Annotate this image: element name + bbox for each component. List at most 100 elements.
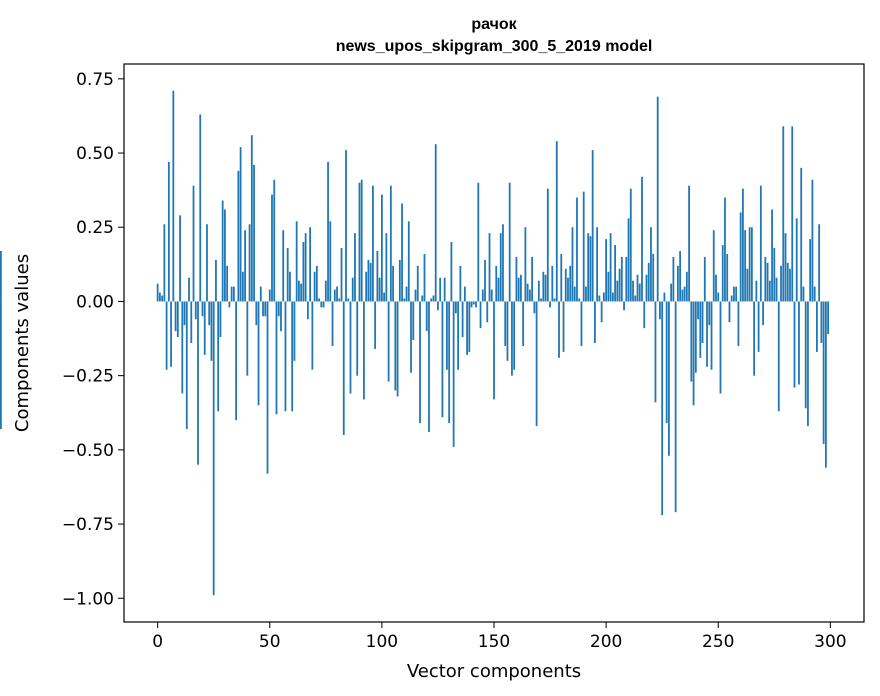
bar-21 xyxy=(203,301,206,355)
bar-200 xyxy=(605,239,608,302)
bar-232 xyxy=(676,265,679,302)
bar-181 xyxy=(562,301,565,352)
bar-139 xyxy=(468,301,471,352)
bar-129 xyxy=(446,301,448,370)
bar-217 xyxy=(643,301,646,329)
bar-74 xyxy=(322,301,325,308)
bar-185 xyxy=(571,227,574,302)
bar-141 xyxy=(472,301,475,305)
bar-126 xyxy=(439,277,442,302)
bar-144 xyxy=(479,301,482,329)
bar-2 xyxy=(161,295,164,302)
bar-145 xyxy=(481,289,484,302)
bar-215 xyxy=(638,283,641,302)
bar-97 xyxy=(374,301,377,349)
bar-115 xyxy=(414,289,417,302)
bar-110 xyxy=(403,298,406,302)
bar-5 xyxy=(167,161,170,302)
bar-42 xyxy=(250,135,253,302)
y-tick-label: 0.75 xyxy=(76,70,114,90)
bar-255 xyxy=(728,301,731,323)
bar-64 xyxy=(300,283,303,302)
bar-251 xyxy=(719,301,722,394)
bar-247 xyxy=(710,301,713,370)
bar-38 xyxy=(241,271,244,302)
bar-17 xyxy=(194,301,197,320)
bar-267 xyxy=(755,280,758,302)
bar-282 xyxy=(789,268,791,302)
bar-186 xyxy=(573,286,576,302)
bar-14 xyxy=(188,277,190,302)
bar-156 xyxy=(506,301,509,361)
bar-92 xyxy=(363,301,365,400)
bar-297 xyxy=(822,301,825,444)
bar-114 xyxy=(412,301,415,341)
bar-19 xyxy=(199,114,202,302)
bar-293 xyxy=(813,286,816,302)
bar-70 xyxy=(313,271,316,302)
bar-67 xyxy=(306,301,309,320)
bar-295 xyxy=(818,224,821,302)
bar-287 xyxy=(800,167,803,302)
bar-253 xyxy=(724,197,726,302)
bar-39 xyxy=(244,230,246,302)
bar-148 xyxy=(488,233,491,302)
y-tick-label: 0.50 xyxy=(76,144,114,164)
bar-154 xyxy=(502,224,504,302)
bar-107 xyxy=(396,301,399,397)
y-tick-label: −0.50 xyxy=(62,441,114,461)
bar-120 xyxy=(425,301,428,332)
bar-273 xyxy=(768,280,771,302)
bar-276 xyxy=(775,277,778,302)
bar-135 xyxy=(459,265,462,302)
bar-79 xyxy=(333,289,336,302)
bar-27 xyxy=(217,301,220,412)
bar-163 xyxy=(522,301,525,346)
bar-40 xyxy=(246,301,249,376)
bar-161 xyxy=(517,277,520,302)
bar-177 xyxy=(553,298,556,302)
bar-55 xyxy=(280,301,282,332)
bar-31 xyxy=(226,265,229,302)
bar-111 xyxy=(405,286,408,302)
bar-266 xyxy=(753,301,756,376)
bar-261 xyxy=(742,188,744,302)
bar-195 xyxy=(594,301,596,343)
bar-41 xyxy=(248,224,251,302)
bar-238 xyxy=(690,301,693,382)
bar-113 xyxy=(410,301,412,373)
y-tick-label: 0.25 xyxy=(76,218,114,238)
bar-43 xyxy=(253,164,255,302)
bar-283 xyxy=(791,126,794,302)
bar-184 xyxy=(569,265,572,302)
bar-131 xyxy=(450,242,453,302)
bar-48 xyxy=(264,301,267,317)
bar-246 xyxy=(708,301,711,326)
bar-125 xyxy=(437,301,439,311)
bar-96 xyxy=(372,185,374,302)
bar-104 xyxy=(389,185,392,302)
bar-201 xyxy=(607,271,610,302)
bar-57 xyxy=(284,301,287,412)
bar-212 xyxy=(632,280,634,302)
bar-1 xyxy=(158,292,161,302)
bar-76 xyxy=(327,161,329,302)
bar-190 xyxy=(582,191,585,302)
bar-108 xyxy=(398,259,401,302)
x-axis-label: Vector components xyxy=(407,661,581,682)
x-tick-label: 50 xyxy=(259,632,281,652)
bar-130 xyxy=(448,301,451,424)
bar-271 xyxy=(764,256,767,302)
bar-244 xyxy=(703,256,706,302)
bar-254 xyxy=(726,253,729,302)
bar-65 xyxy=(302,242,305,302)
bar-198 xyxy=(600,301,603,323)
bar-35 xyxy=(235,301,238,421)
bar-100 xyxy=(380,194,383,302)
bar-85 xyxy=(347,298,350,302)
bar-46 xyxy=(259,286,262,302)
bar-192 xyxy=(587,233,590,302)
bar-142 xyxy=(475,301,477,308)
bar-275 xyxy=(773,248,776,302)
bar-60 xyxy=(291,301,294,412)
